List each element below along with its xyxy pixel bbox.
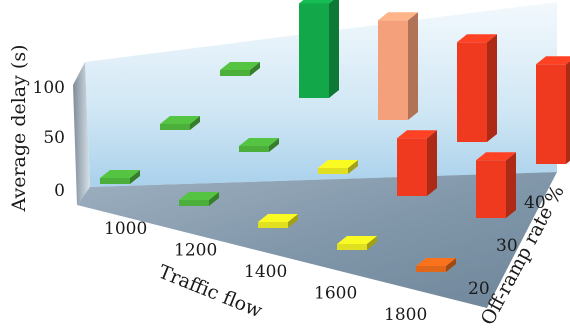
bar-1000-20 (100, 170, 140, 184)
bar-front-face (160, 124, 190, 130)
bar-top-face (536, 56, 570, 65)
bar-side-face (130, 170, 140, 184)
bar-top-face (318, 160, 358, 168)
bar-front-face (378, 20, 408, 120)
bar-1200-30 (239, 138, 279, 152)
bar-side-face (566, 61, 570, 164)
bar-top-face (457, 34, 497, 43)
bar-side-face (288, 214, 298, 228)
bar-front-face (100, 178, 130, 184)
bar-side-face (250, 62, 260, 76)
bar-1400-40 (378, 12, 418, 120)
bar-1400-20 (258, 214, 298, 228)
bar-1600-20 (337, 236, 377, 250)
bar-front-face (299, 3, 329, 98)
bar-front-face (397, 138, 427, 196)
side-wall (73, 62, 90, 205)
bar-1600-40 (457, 34, 497, 142)
bar-top-face (476, 152, 516, 161)
z-axis-title: Average delay (s) (8, 45, 30, 213)
bar-front-face (457, 42, 487, 142)
bar-top-face (220, 62, 260, 70)
x-tick-label: 1600 (314, 284, 357, 304)
bar-1200-20 (179, 192, 219, 206)
bars-group (100, 0, 570, 272)
bar-side-face (269, 138, 279, 152)
bar-top-face (397, 130, 437, 139)
bar-front-face (220, 70, 250, 76)
bar-top-face (100, 170, 140, 178)
bar-front-face (416, 266, 446, 272)
z-tick-label: 0 (54, 181, 65, 201)
x-tick-label: 1400 (244, 262, 287, 282)
bar-1600-30 (397, 130, 437, 196)
bar-front-face (258, 222, 288, 228)
bar-1800-30 (476, 152, 516, 218)
bar-top-face (160, 116, 200, 124)
bar-front-face (179, 200, 209, 206)
bar-1800-20 (416, 258, 456, 272)
bar-side-face (348, 160, 358, 174)
bar-front-face (318, 168, 348, 174)
bar-side-face (506, 152, 516, 218)
bar-side-face (367, 236, 377, 250)
y-tick-label: 40 (524, 193, 546, 213)
bar-top-face (179, 192, 219, 200)
bar-front-face (476, 160, 506, 218)
z-tick-label: 100 (33, 78, 65, 98)
bar-side-face (329, 0, 339, 98)
bar-side-face (408, 12, 418, 120)
bar-front-face (536, 64, 566, 164)
y-tick-label: 20 (468, 279, 490, 299)
bar-side-face (190, 116, 200, 130)
x-tick-label: 1000 (104, 219, 147, 239)
bar-side-face (209, 192, 219, 206)
bar-1200-40 (299, 0, 339, 98)
bar-front-face (239, 146, 269, 152)
bar-top-face (337, 236, 377, 244)
bar-top-face (299, 0, 334, 4)
bar-top-face (258, 214, 298, 222)
z-tick-label: 50 (43, 128, 65, 148)
bar-1400-30 (318, 160, 358, 174)
bar-1000-30 (160, 116, 200, 130)
y-tick-label: 30 (496, 236, 518, 256)
bar-side-face (446, 258, 456, 272)
bar-1000-40 (220, 62, 260, 76)
bar-1800-40 (536, 56, 570, 164)
bar-top-face (239, 138, 279, 146)
x-tick-label: 1800 (384, 305, 427, 325)
bar-side-face (427, 130, 437, 196)
x-tick-label: 1200 (174, 241, 217, 261)
bar-top-face (378, 12, 418, 21)
bar-top-face (416, 258, 456, 266)
bar-front-face (337, 244, 367, 250)
bar-side-face (487, 34, 497, 142)
